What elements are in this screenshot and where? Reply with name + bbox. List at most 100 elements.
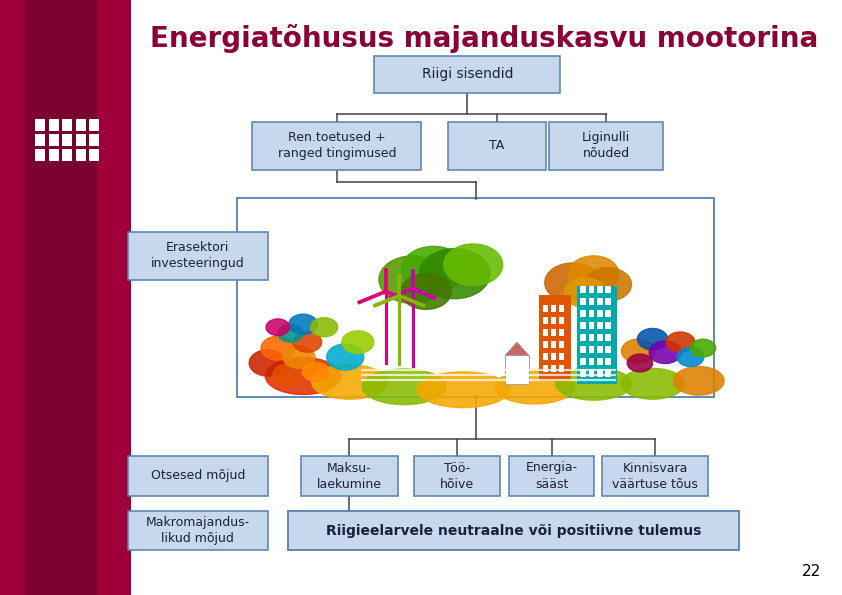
- Ellipse shape: [495, 369, 574, 404]
- Circle shape: [261, 336, 295, 360]
- FancyBboxPatch shape: [0, 0, 131, 595]
- FancyBboxPatch shape: [589, 310, 594, 317]
- FancyBboxPatch shape: [551, 353, 556, 360]
- FancyBboxPatch shape: [602, 456, 708, 496]
- Ellipse shape: [362, 369, 446, 405]
- FancyBboxPatch shape: [559, 329, 564, 336]
- Text: Energiatõhusus majanduskasvu mootorina: Energiatõhusus majanduskasvu mootorina: [150, 24, 818, 53]
- Text: Riigieelarvele neutraalne või positiivne tulemus: Riigieelarvele neutraalne või positiivne…: [326, 524, 701, 538]
- FancyBboxPatch shape: [605, 322, 611, 329]
- Circle shape: [419, 249, 490, 299]
- FancyBboxPatch shape: [543, 305, 548, 312]
- FancyBboxPatch shape: [589, 369, 594, 377]
- Text: 22: 22: [802, 563, 821, 579]
- FancyBboxPatch shape: [551, 365, 556, 372]
- FancyBboxPatch shape: [605, 369, 611, 377]
- FancyBboxPatch shape: [76, 149, 86, 161]
- Ellipse shape: [674, 367, 724, 395]
- FancyBboxPatch shape: [543, 341, 548, 348]
- FancyBboxPatch shape: [580, 310, 586, 317]
- Text: Energia-
sääst: Energia- sääst: [525, 462, 578, 490]
- Circle shape: [379, 256, 446, 303]
- FancyBboxPatch shape: [89, 149, 99, 161]
- FancyBboxPatch shape: [35, 149, 45, 161]
- FancyBboxPatch shape: [128, 456, 268, 496]
- FancyBboxPatch shape: [597, 346, 603, 353]
- Circle shape: [311, 318, 338, 337]
- Text: Makromajandus-
likud mõjud: Makromajandus- likud mõjud: [146, 516, 250, 545]
- FancyBboxPatch shape: [49, 149, 59, 161]
- Text: Erasektori
investeeringud: Erasektori investeeringud: [151, 242, 245, 270]
- FancyBboxPatch shape: [543, 329, 548, 336]
- FancyBboxPatch shape: [448, 122, 546, 170]
- FancyBboxPatch shape: [589, 298, 594, 305]
- FancyBboxPatch shape: [580, 358, 586, 365]
- FancyBboxPatch shape: [543, 365, 548, 372]
- FancyBboxPatch shape: [559, 365, 564, 372]
- FancyBboxPatch shape: [597, 310, 603, 317]
- FancyBboxPatch shape: [549, 122, 663, 170]
- Circle shape: [649, 341, 681, 364]
- Circle shape: [289, 314, 317, 334]
- Circle shape: [302, 362, 329, 381]
- FancyBboxPatch shape: [301, 456, 398, 496]
- FancyBboxPatch shape: [543, 317, 548, 324]
- FancyBboxPatch shape: [76, 119, 86, 131]
- FancyBboxPatch shape: [597, 298, 603, 305]
- FancyBboxPatch shape: [597, 322, 603, 329]
- FancyBboxPatch shape: [128, 511, 268, 550]
- Text: TA: TA: [489, 139, 504, 152]
- FancyBboxPatch shape: [49, 119, 59, 131]
- Circle shape: [444, 244, 503, 286]
- FancyBboxPatch shape: [62, 134, 72, 146]
- FancyBboxPatch shape: [25, 0, 97, 595]
- FancyBboxPatch shape: [559, 305, 564, 312]
- Ellipse shape: [417, 372, 509, 408]
- Circle shape: [273, 364, 303, 386]
- FancyBboxPatch shape: [375, 56, 561, 92]
- FancyBboxPatch shape: [539, 295, 571, 381]
- Circle shape: [677, 347, 704, 367]
- Circle shape: [621, 339, 655, 363]
- FancyBboxPatch shape: [580, 286, 586, 293]
- Text: Maksu-
laekumine: Maksu- laekumine: [317, 462, 382, 490]
- FancyBboxPatch shape: [605, 358, 611, 365]
- Circle shape: [342, 331, 374, 353]
- Text: Otsesed mõjud: Otsesed mõjud: [151, 469, 245, 483]
- Ellipse shape: [265, 358, 341, 394]
- FancyBboxPatch shape: [509, 456, 594, 496]
- FancyBboxPatch shape: [577, 286, 617, 384]
- FancyBboxPatch shape: [580, 334, 586, 341]
- FancyBboxPatch shape: [580, 369, 586, 377]
- Circle shape: [401, 274, 451, 309]
- FancyBboxPatch shape: [551, 305, 556, 312]
- Ellipse shape: [312, 365, 387, 399]
- FancyBboxPatch shape: [551, 317, 556, 324]
- Text: Kinnisvara
väärtuse tõus: Kinnisvara väärtuse tõus: [612, 462, 698, 490]
- FancyBboxPatch shape: [589, 334, 594, 341]
- FancyBboxPatch shape: [597, 334, 603, 341]
- FancyBboxPatch shape: [597, 369, 603, 377]
- FancyBboxPatch shape: [89, 134, 99, 146]
- FancyBboxPatch shape: [589, 346, 594, 353]
- FancyBboxPatch shape: [580, 346, 586, 353]
- Polygon shape: [505, 342, 529, 355]
- FancyBboxPatch shape: [580, 322, 586, 329]
- FancyBboxPatch shape: [505, 355, 529, 384]
- FancyBboxPatch shape: [589, 286, 594, 293]
- Circle shape: [278, 324, 303, 342]
- Circle shape: [584, 268, 632, 301]
- Text: Ren.toetused +
ranged tingimused: Ren.toetused + ranged tingimused: [278, 131, 396, 160]
- Circle shape: [627, 354, 653, 372]
- FancyBboxPatch shape: [76, 134, 86, 146]
- FancyBboxPatch shape: [605, 310, 611, 317]
- Text: Töö-
hõive: Töö- hõive: [440, 462, 474, 490]
- FancyBboxPatch shape: [559, 317, 564, 324]
- FancyBboxPatch shape: [559, 353, 564, 360]
- FancyBboxPatch shape: [253, 122, 421, 170]
- Circle shape: [666, 332, 695, 352]
- FancyBboxPatch shape: [237, 198, 714, 397]
- FancyBboxPatch shape: [128, 232, 268, 280]
- FancyBboxPatch shape: [589, 358, 594, 365]
- Circle shape: [637, 328, 668, 350]
